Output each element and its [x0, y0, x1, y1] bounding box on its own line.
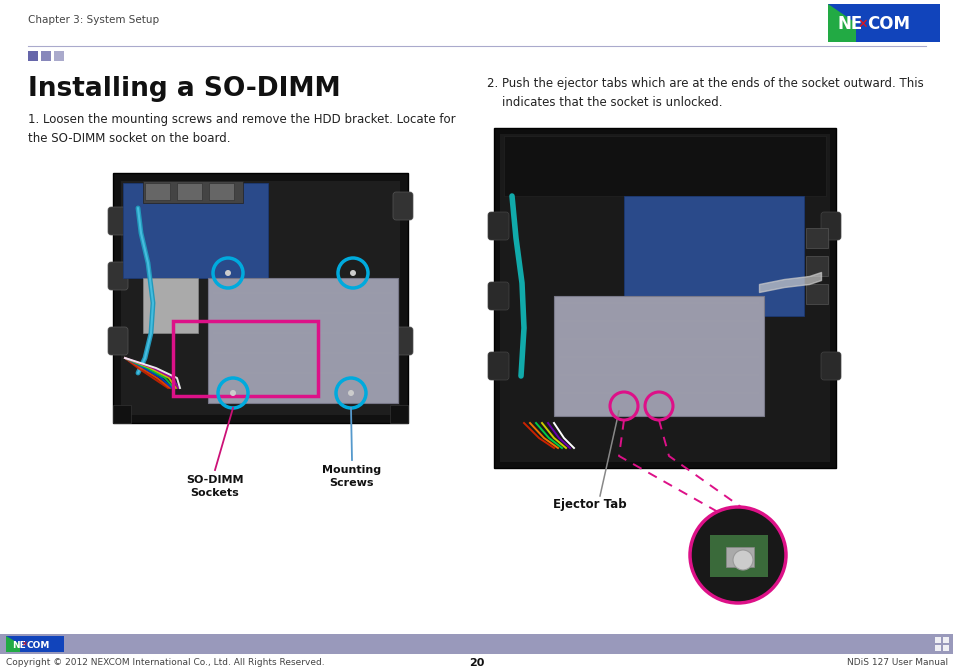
- Bar: [121, 181, 399, 415]
- Bar: [942, 645, 948, 651]
- Bar: [143, 278, 198, 333]
- FancyBboxPatch shape: [393, 327, 413, 355]
- Text: 20: 20: [469, 658, 484, 668]
- Bar: [95, 162, 419, 437]
- Bar: [827, 4, 939, 42]
- Circle shape: [225, 270, 231, 276]
- Text: 1. Loosen the mounting screws and remove the HDD bracket. Locate for
the SO-DIMM: 1. Loosen the mounting screws and remove…: [28, 113, 456, 145]
- Text: ✕: ✕: [856, 17, 866, 30]
- Bar: [54, 51, 64, 61]
- Bar: [494, 128, 835, 468]
- Polygon shape: [827, 4, 855, 42]
- Text: COM: COM: [27, 640, 51, 650]
- Text: Mounting
Screws: Mounting Screws: [322, 465, 381, 488]
- FancyBboxPatch shape: [108, 327, 128, 355]
- Bar: [28, 51, 38, 61]
- Text: 2. Push the ejector tabs which are at the ends of the socket outward. This
    i: 2. Push the ejector tabs which are at th…: [486, 77, 923, 109]
- FancyBboxPatch shape: [821, 352, 841, 380]
- Text: Copyright © 2012 NEXCOM International Co., Ltd. All Rights Reserved.: Copyright © 2012 NEXCOM International Co…: [6, 658, 324, 667]
- Text: Chapter 3: System Setup: Chapter 3: System Setup: [28, 15, 159, 25]
- Bar: [123, 183, 268, 278]
- FancyBboxPatch shape: [393, 192, 413, 220]
- Text: NDiS 127 User Manual: NDiS 127 User Manual: [846, 658, 947, 667]
- FancyBboxPatch shape: [488, 352, 509, 380]
- Text: NE: NE: [837, 15, 862, 33]
- Bar: [503, 136, 825, 196]
- FancyBboxPatch shape: [108, 207, 128, 235]
- Bar: [934, 645, 940, 651]
- Bar: [390, 405, 408, 423]
- Circle shape: [732, 550, 752, 570]
- Circle shape: [689, 507, 785, 603]
- Bar: [623, 196, 803, 316]
- Bar: [112, 173, 408, 423]
- Bar: [805, 284, 827, 304]
- FancyBboxPatch shape: [488, 282, 509, 310]
- Circle shape: [350, 270, 355, 276]
- Bar: [112, 405, 131, 423]
- Bar: [934, 637, 940, 643]
- Bar: [6, 636, 64, 652]
- Text: ✕: ✕: [21, 642, 27, 648]
- Bar: [143, 181, 243, 203]
- Bar: [209, 183, 233, 200]
- Bar: [709, 535, 767, 577]
- Bar: [41, 51, 51, 61]
- Bar: [177, 183, 202, 200]
- Text: Installing a SO-DIMM: Installing a SO-DIMM: [28, 76, 340, 102]
- Text: Ejector Tab: Ejector Tab: [553, 498, 626, 511]
- Polygon shape: [6, 636, 20, 652]
- Circle shape: [230, 390, 235, 396]
- Circle shape: [348, 390, 354, 396]
- Bar: [805, 228, 827, 248]
- Bar: [942, 637, 948, 643]
- Bar: [208, 278, 397, 403]
- Bar: [554, 296, 763, 416]
- Bar: [145, 183, 170, 200]
- Bar: [499, 134, 829, 462]
- FancyBboxPatch shape: [488, 212, 509, 240]
- Text: SO-DIMM
Sockets: SO-DIMM Sockets: [186, 475, 244, 498]
- FancyBboxPatch shape: [821, 212, 841, 240]
- Bar: [0, 634, 953, 654]
- FancyBboxPatch shape: [108, 262, 128, 290]
- Bar: [476, 118, 846, 478]
- Text: COM: COM: [866, 15, 909, 33]
- Bar: [172, 321, 317, 396]
- Bar: [805, 256, 827, 276]
- Bar: [725, 547, 753, 567]
- Text: NE: NE: [12, 640, 26, 650]
